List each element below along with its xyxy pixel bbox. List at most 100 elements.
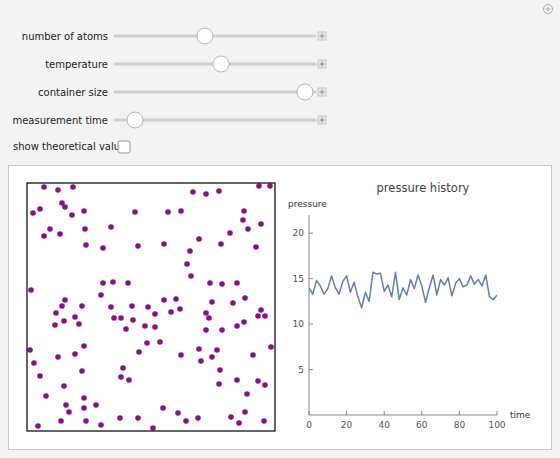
- atom: [175, 410, 181, 416]
- atom: [135, 243, 141, 249]
- atom: [241, 319, 247, 325]
- atom: [261, 418, 267, 424]
- x-axis: [309, 415, 497, 416]
- atom: [214, 347, 220, 353]
- x-tick-label: 60: [416, 420, 428, 430]
- atom: [219, 327, 225, 333]
- atom: [123, 326, 129, 332]
- atom: [81, 395, 87, 401]
- atom: [196, 346, 202, 352]
- atom: [144, 340, 150, 346]
- atom: [209, 354, 215, 360]
- x-tick-label: 80: [454, 420, 466, 430]
- slider-label: temperature: [45, 59, 108, 70]
- atom: [157, 339, 163, 345]
- atom: [236, 420, 242, 426]
- atom: [177, 306, 183, 312]
- y-tick: [309, 233, 313, 234]
- atom: [258, 307, 264, 313]
- atom: [228, 414, 234, 420]
- x-tick: [497, 411, 498, 415]
- slider-expand[interactable]: [318, 32, 326, 40]
- atom: [55, 187, 61, 193]
- atom: [41, 184, 47, 190]
- atom: [218, 241, 224, 247]
- atom: [165, 209, 171, 215]
- atom: [240, 217, 246, 223]
- atom: [242, 295, 248, 301]
- slider-thumb[interactable]: [127, 112, 143, 128]
- y-axis-label: pressure: [288, 199, 327, 209]
- atom: [62, 297, 68, 303]
- x-tick: [459, 411, 460, 415]
- atom: [206, 315, 212, 321]
- atom: [58, 418, 64, 424]
- y-tick-label: 5: [298, 365, 304, 375]
- atom: [61, 383, 67, 389]
- atom: [258, 221, 264, 227]
- slider-thumb[interactable]: [213, 56, 229, 72]
- atom: [196, 236, 202, 242]
- slider-track: [115, 91, 315, 94]
- atom: [59, 303, 65, 309]
- atom: [100, 245, 106, 251]
- atom: [190, 189, 196, 195]
- corner-icon[interactable]: [544, 5, 553, 14]
- pressure-line: [309, 272, 497, 307]
- atom: [108, 224, 114, 230]
- atom: [216, 188, 222, 194]
- atom: [37, 373, 43, 379]
- atom: [100, 280, 106, 286]
- atoms: [27, 183, 274, 431]
- atom: [72, 351, 78, 357]
- background: [0, 0, 560, 458]
- atom: [79, 368, 85, 374]
- atom: [126, 377, 132, 383]
- atom: [53, 310, 59, 316]
- container-frame: [27, 183, 275, 431]
- slider-expand[interactable]: [318, 116, 326, 124]
- y-tick-label: 20: [293, 228, 305, 238]
- atom: [66, 409, 72, 415]
- atom: [216, 381, 222, 387]
- atom: [253, 244, 259, 250]
- checkbox[interactable]: [118, 141, 130, 153]
- atom: [129, 303, 135, 309]
- atom: [62, 204, 68, 210]
- atom: [188, 273, 194, 279]
- slider-thumb[interactable]: [297, 84, 313, 100]
- atom: [245, 226, 251, 232]
- y-axis: [309, 215, 310, 415]
- atom: [209, 299, 215, 305]
- atom: [83, 418, 89, 424]
- atom: [117, 415, 123, 421]
- y-tick: [309, 324, 313, 325]
- atom: [27, 347, 33, 353]
- y-tick: [309, 369, 313, 370]
- atom: [69, 212, 75, 218]
- slider-expand[interactable]: [318, 88, 326, 96]
- atom: [178, 208, 184, 214]
- atom: [52, 322, 58, 328]
- atom: [234, 280, 240, 286]
- atom: [82, 226, 88, 232]
- atom: [132, 209, 138, 215]
- atom: [217, 367, 223, 373]
- x-tick: [346, 411, 347, 415]
- atom: [98, 292, 104, 298]
- slider-thumb[interactable]: [197, 28, 213, 44]
- y-tick-label: 15: [293, 274, 304, 284]
- slider-label: container size: [38, 87, 108, 98]
- atom: [136, 349, 142, 355]
- atom: [150, 425, 156, 431]
- corner-icon-plus: [546, 7, 551, 12]
- slider-expand-plus: [320, 118, 325, 123]
- atom: [178, 352, 184, 358]
- atom: [108, 304, 114, 310]
- atom: [70, 184, 76, 190]
- slider-expand[interactable]: [318, 60, 326, 68]
- x-tick-label: 20: [341, 420, 353, 430]
- atom: [184, 261, 190, 267]
- atom: [161, 241, 167, 247]
- page: number of atomstemperaturecontainer size…: [0, 0, 560, 458]
